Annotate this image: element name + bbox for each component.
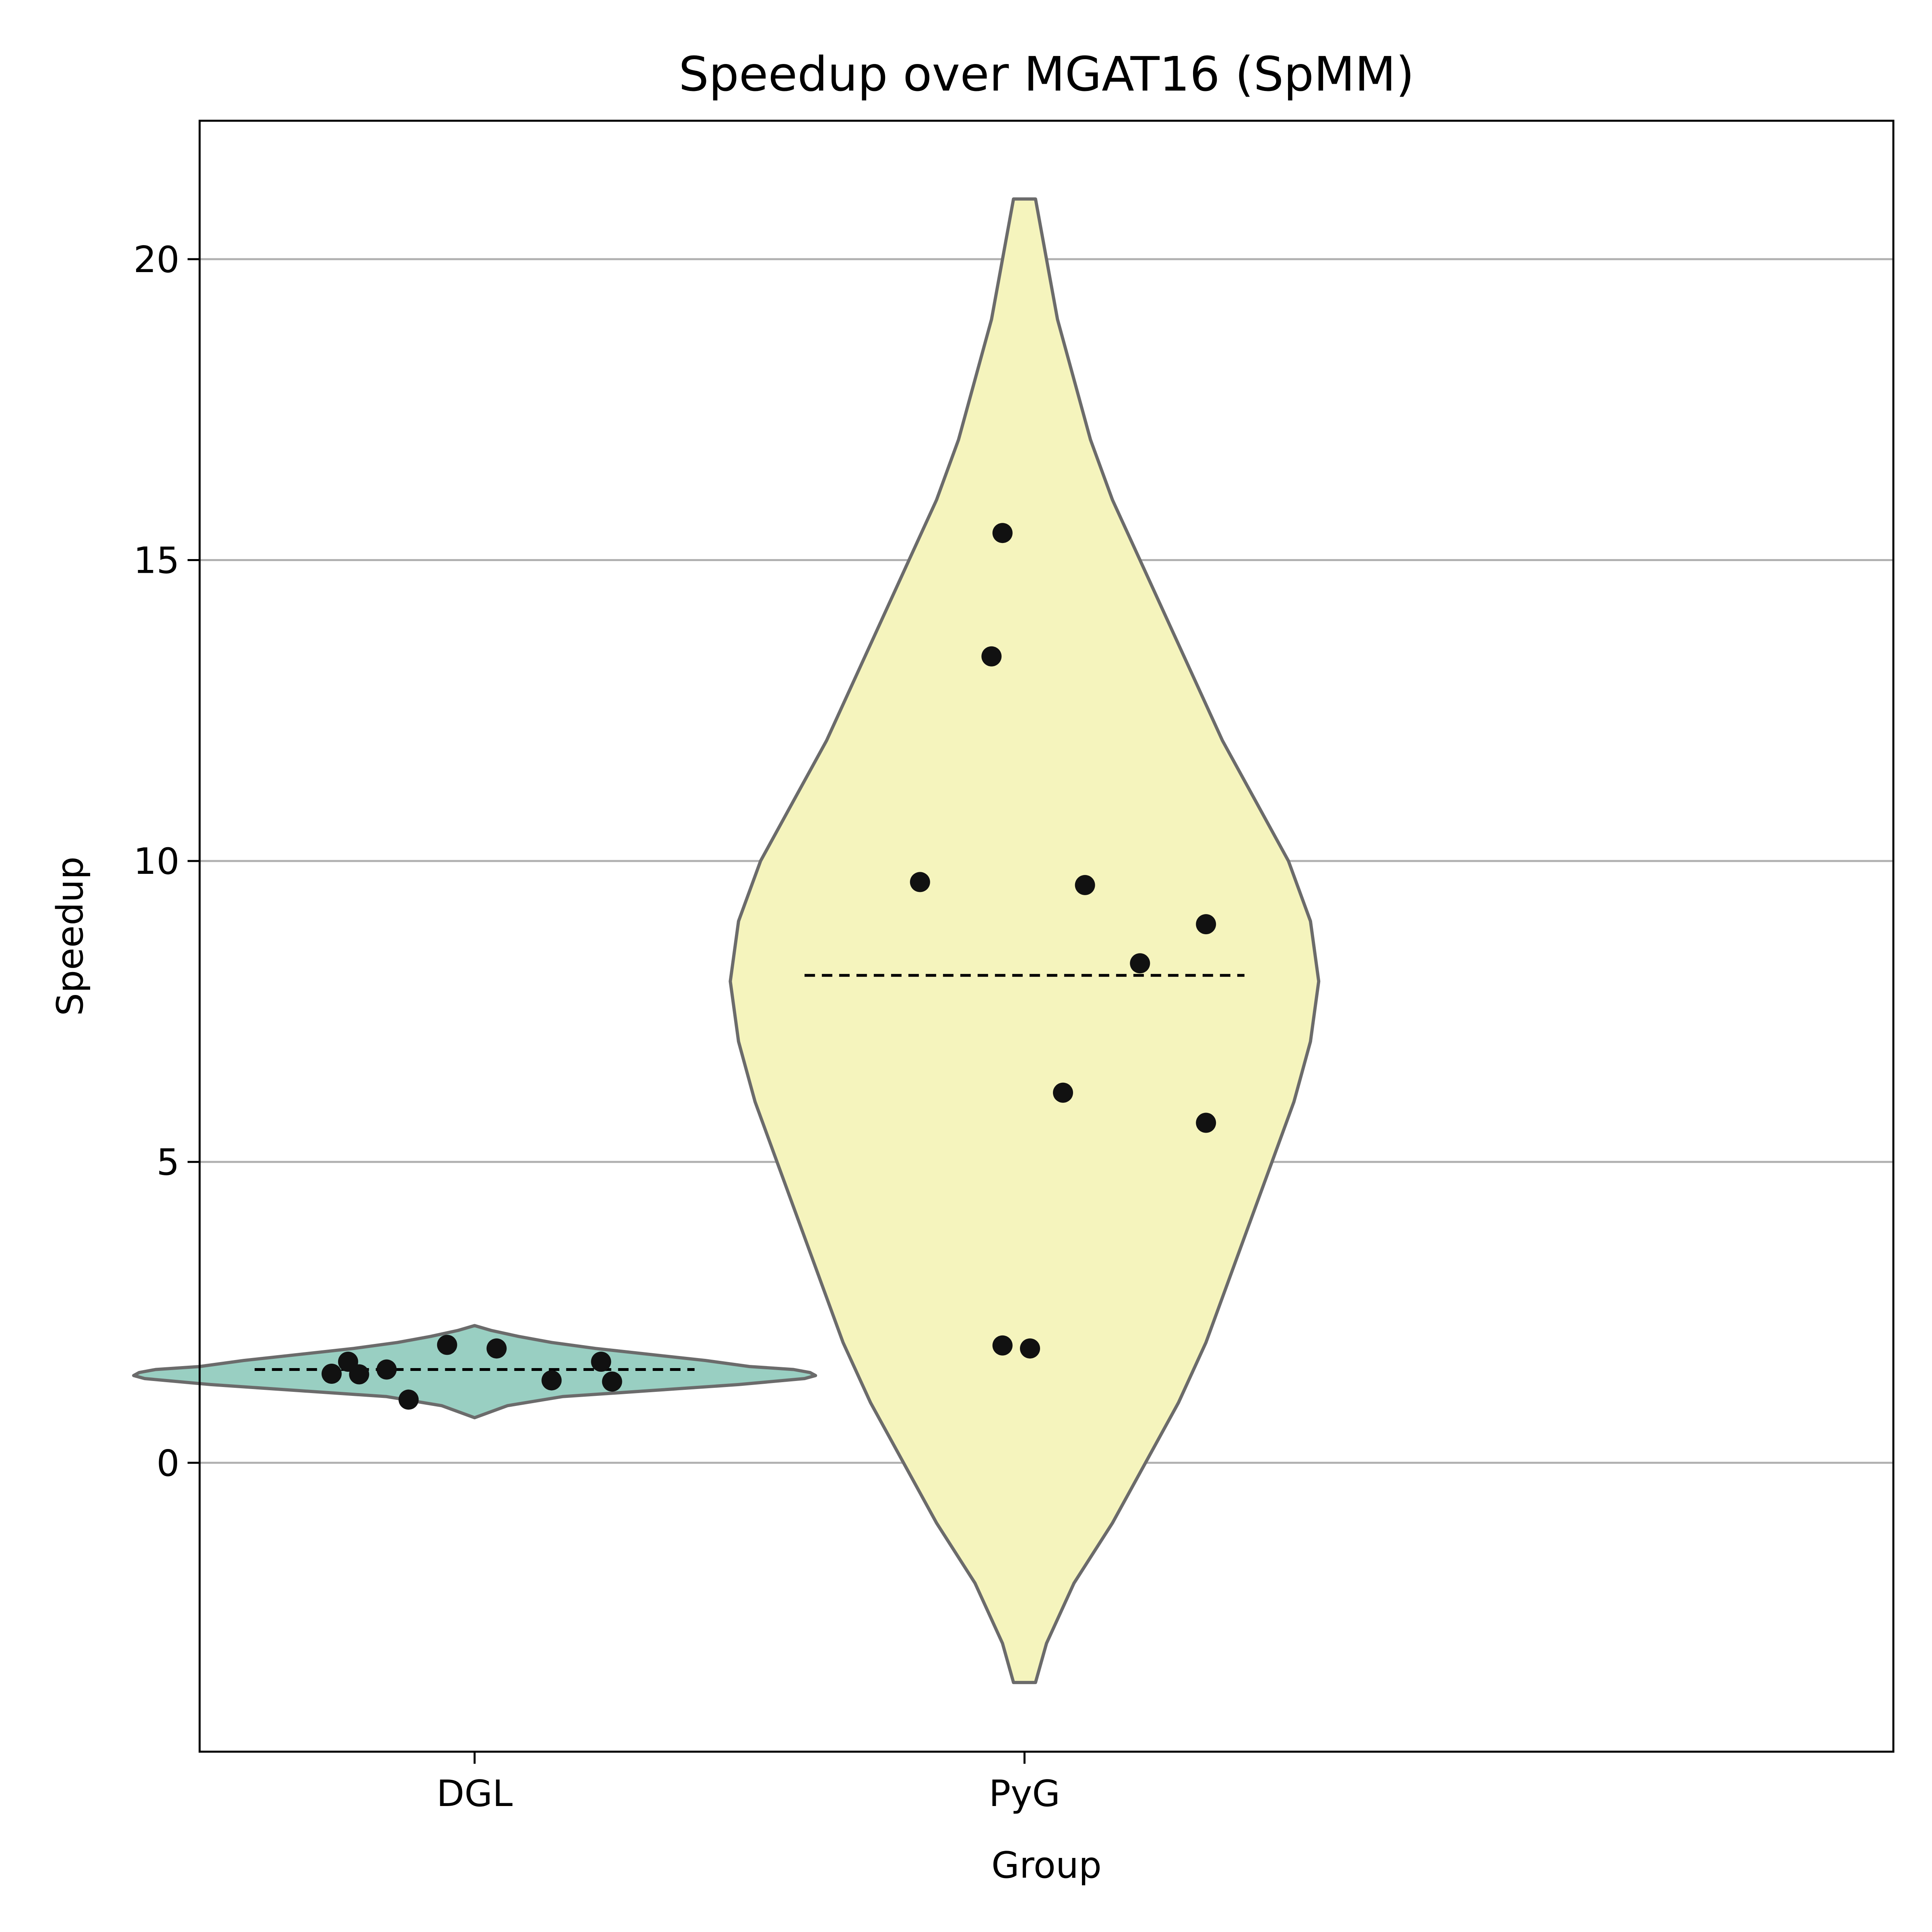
data-point xyxy=(981,646,1002,667)
plot-frame xyxy=(198,120,1895,1753)
data-point xyxy=(486,1338,507,1359)
violins xyxy=(132,197,1321,1684)
data-point xyxy=(1196,1113,1216,1133)
data-point xyxy=(602,1371,622,1392)
data-point xyxy=(398,1389,419,1410)
x-tick-label: DGL xyxy=(437,1773,513,1815)
data-point xyxy=(1130,953,1150,974)
x-tick-label: PyG xyxy=(989,1773,1060,1815)
data-point xyxy=(992,1335,1013,1356)
data-point xyxy=(1020,1338,1040,1359)
data-point xyxy=(541,1370,562,1391)
data-point xyxy=(992,523,1013,543)
data-point xyxy=(1053,1082,1073,1103)
data-point xyxy=(437,1335,457,1355)
data-point xyxy=(349,1364,369,1385)
y-tick-label: 10 xyxy=(133,840,180,883)
chart-title: Speedup over MGAT16 (SpMM) xyxy=(679,46,1414,102)
y-tick-label: 0 xyxy=(157,1442,180,1484)
y-tick-label: 20 xyxy=(133,239,180,281)
data-point xyxy=(321,1364,342,1384)
data-points xyxy=(321,523,1216,1410)
x-axis-label: Group xyxy=(991,1844,1102,1887)
violin-dgl xyxy=(132,1324,817,1420)
data-point xyxy=(1196,914,1216,935)
data-point xyxy=(910,872,930,892)
y-tick-label: 5 xyxy=(157,1141,180,1184)
data-point xyxy=(1075,875,1095,895)
violin-pyg xyxy=(729,197,1321,1684)
axis-ticks: 0 5 10 15 20 DGL PyG xyxy=(133,239,1060,1815)
y-tick-label: 15 xyxy=(133,539,180,582)
data-point xyxy=(591,1352,611,1372)
data-point xyxy=(376,1359,397,1380)
y-axis-label: Speedup xyxy=(49,857,91,1016)
